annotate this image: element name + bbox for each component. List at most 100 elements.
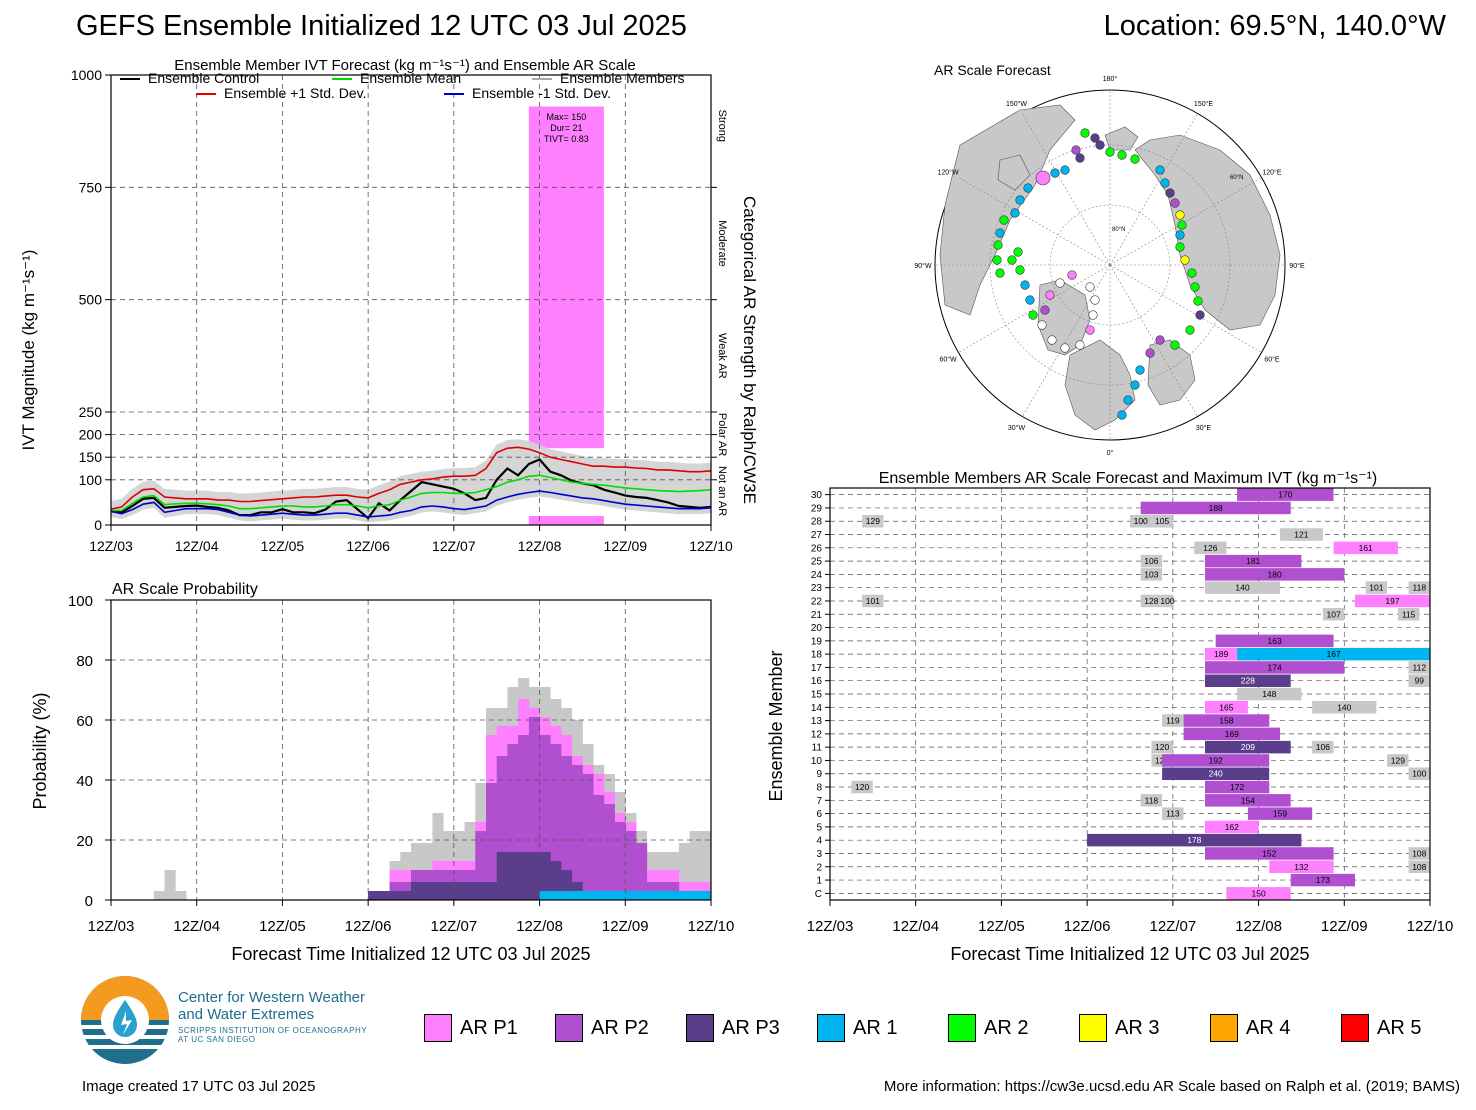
member-ar-segment bbox=[1408, 661, 1430, 674]
member-ar-segment bbox=[1162, 807, 1184, 820]
member-y-tick-label: 27 bbox=[811, 530, 823, 541]
ivt-y-tick-label: 100 bbox=[79, 472, 103, 488]
map-longitude-label: 30°E bbox=[1196, 424, 1212, 432]
map-ar-point bbox=[1177, 220, 1187, 230]
member-ar-segment bbox=[1290, 873, 1355, 887]
prob-bar-ar-p3 bbox=[378, 891, 390, 900]
ivt-legend-label: Ensemble -1 Std. Dev. bbox=[472, 85, 611, 101]
member-max-ivt-label: 154 bbox=[1241, 795, 1255, 805]
member-max-ivt-label: 120 bbox=[1155, 742, 1169, 752]
prob-y-axis-label: Probability (%) bbox=[30, 692, 50, 809]
ivt-x-tick-label: 12Z/10 bbox=[689, 538, 733, 554]
ivt-frame bbox=[110, 74, 712, 526]
member-max-ivt-label: 162 bbox=[1225, 822, 1239, 832]
map-ar-point bbox=[992, 255, 1002, 265]
map-ar-point bbox=[1175, 242, 1185, 252]
map-longitude-label: 180° bbox=[1103, 75, 1118, 83]
member-ar-segment bbox=[1365, 581, 1388, 594]
member-y-tick-label: 21 bbox=[811, 610, 823, 621]
legend-swatch bbox=[686, 1014, 714, 1042]
map-ar-point bbox=[1135, 365, 1145, 375]
prob-x-tick-label: 12Z/09 bbox=[602, 918, 649, 935]
map-ar-point bbox=[1105, 147, 1115, 157]
prob-bar-total-ar-probability bbox=[164, 870, 176, 900]
member-ar-segment bbox=[1408, 581, 1430, 594]
map-ar-point bbox=[1055, 278, 1065, 288]
member-ar-segment bbox=[1205, 847, 1334, 860]
ar-scale-map: AR Scale Forecast 180° 150°E 120°E 90°E 60°E… bbox=[914, 62, 1305, 455]
prob-y-tick-label: 100 bbox=[68, 593, 93, 610]
legend-label: AR P1 bbox=[460, 1016, 518, 1039]
member-max-ivt-label: 99 bbox=[1415, 676, 1425, 686]
prob-frame bbox=[110, 599, 712, 901]
location-title: Location: 69.5°N, 140.0°W bbox=[1103, 10, 1446, 42]
member-max-ivt-label: 174 bbox=[1268, 662, 1282, 672]
member-max-ivt-label: 120 bbox=[855, 782, 869, 792]
legend-item: AR P2 bbox=[555, 1014, 649, 1042]
member-max-ivt-label: 167 bbox=[1327, 649, 1341, 659]
prob-bar-ar-p3 bbox=[496, 852, 508, 900]
map-ar-point bbox=[1175, 230, 1185, 240]
member-ar-segment bbox=[1183, 727, 1280, 741]
prob-bar-ar-p3 bbox=[443, 882, 455, 900]
member-ar-segment bbox=[1408, 674, 1430, 687]
map-ar-point bbox=[1155, 335, 1165, 345]
member-ar-segment bbox=[1408, 860, 1430, 873]
ivt-legend-label: Ensemble Mean bbox=[360, 70, 461, 86]
member-max-ivt-label: 158 bbox=[1219, 716, 1233, 726]
member-max-ivt-label: 181 bbox=[1246, 556, 1260, 566]
member-y-tick-label: 6 bbox=[816, 809, 822, 820]
map-ar-point bbox=[1060, 165, 1070, 175]
map-ar-point bbox=[1075, 340, 1085, 350]
ar-category-legend: AR P1 AR P2 AR P3 AR 1 AR 2 AR 3 AR 4 AR 5 bbox=[424, 1014, 1434, 1046]
ivt-y-tick-label: 0 bbox=[94, 517, 102, 533]
member-ar-segment bbox=[1183, 714, 1270, 727]
map-ar-point bbox=[1180, 255, 1190, 265]
map-meridian bbox=[1109, 264, 1198, 417]
member-max-ivt-label: 188 bbox=[1209, 503, 1223, 513]
member-ar-segment bbox=[1205, 674, 1291, 687]
member-y-tick-label: 17 bbox=[811, 663, 823, 674]
ivt-series-line bbox=[110, 446, 712, 510]
prob-bar-ar-1 bbox=[614, 891, 626, 900]
map-ar-point bbox=[1090, 133, 1100, 143]
map-land bbox=[1134, 134, 1281, 331]
prob-bar-ar-1 bbox=[689, 891, 701, 900]
prob-bar-ar-1 bbox=[603, 891, 615, 900]
prob-bar-total-ar-probability bbox=[175, 891, 187, 900]
map-ar-point bbox=[995, 228, 1005, 238]
prob-bar-ar-p2 bbox=[507, 744, 519, 900]
prob-bar-ar-p3 bbox=[368, 891, 380, 900]
prob-bar-ar-1 bbox=[539, 891, 551, 900]
prob-bar-ar-p2 bbox=[636, 843, 648, 900]
member-y-tick-label: 2 bbox=[816, 862, 822, 873]
member-ar-segment bbox=[1151, 740, 1173, 754]
member-max-ivt-label: 105 bbox=[1155, 516, 1169, 526]
prob-x-tick-label: 12Z/04 bbox=[173, 918, 220, 935]
member-ar-segment bbox=[1237, 488, 1334, 501]
ivt-y-tick-label: 1000 bbox=[71, 67, 102, 83]
member-max-ivt-label: 178 bbox=[1187, 835, 1201, 845]
prob-bar-ar-1 bbox=[636, 891, 648, 900]
member-ar-segment bbox=[1205, 568, 1345, 581]
prob-bar-ar-p2 bbox=[561, 756, 573, 900]
prob-x-tick-label: 12Z/03 bbox=[88, 918, 135, 935]
member-ar-segment bbox=[851, 780, 873, 794]
ar-category-label: Moderate bbox=[716, 220, 728, 266]
map-meridian bbox=[1022, 264, 1111, 417]
ivt-x-tick-label: 12Z/09 bbox=[603, 538, 647, 554]
member-y-tick-label: 12 bbox=[811, 729, 823, 740]
legend-label: AR 2 bbox=[984, 1016, 1029, 1039]
member-x-axis-label: Forecast Time Initialized 12 UTC 03 Jul … bbox=[950, 944, 1309, 964]
member-y-tick-label: 18 bbox=[811, 650, 823, 661]
member-ar-segment bbox=[1205, 794, 1291, 807]
member-ar-segment bbox=[1162, 754, 1270, 767]
member-max-ivt-label: 159 bbox=[1273, 809, 1287, 819]
prob-x-axis-label: Forecast Time Initialized 12 UTC 03 Jul … bbox=[231, 944, 590, 964]
ivt-series-line bbox=[110, 490, 712, 518]
logo-line-4: AT UC SAN DIEGO bbox=[178, 1035, 256, 1044]
member-max-ivt-label: 115 bbox=[1402, 609, 1416, 619]
member-y-tick-label: 10 bbox=[811, 756, 823, 767]
prob-bar-ar-p2 bbox=[518, 735, 530, 900]
map-ar-point bbox=[1045, 290, 1055, 300]
